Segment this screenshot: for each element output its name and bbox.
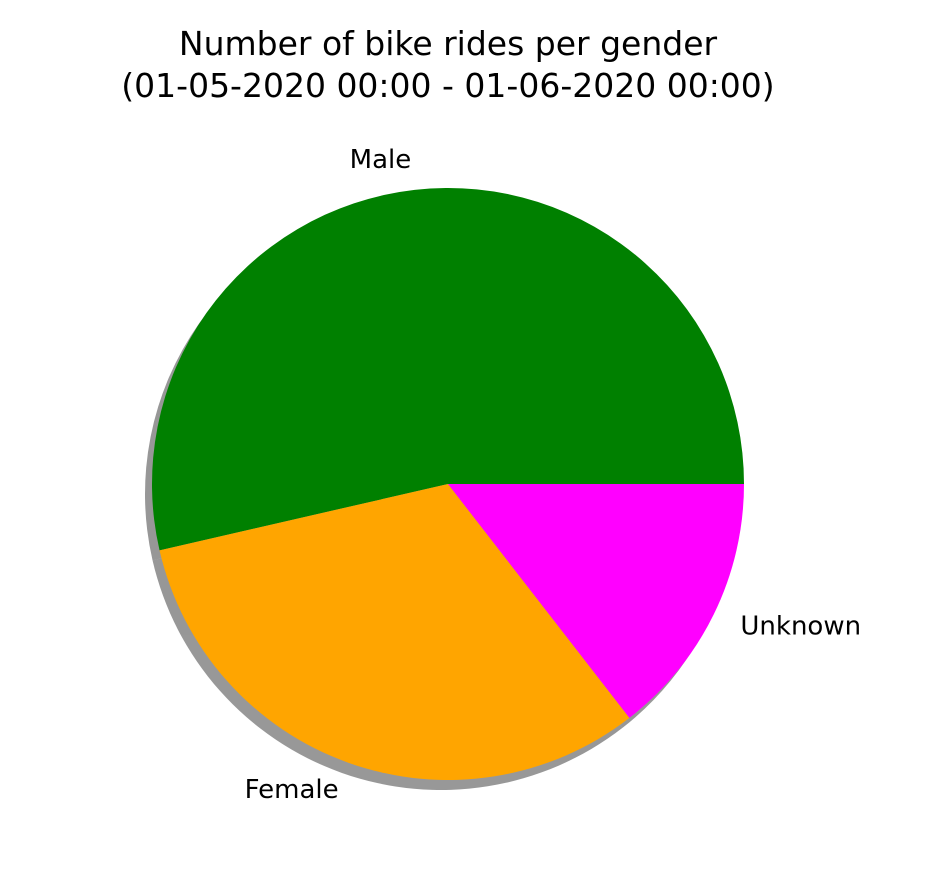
pie-slice-male <box>152 188 744 551</box>
pie-label-unknown: Unknown <box>740 612 861 642</box>
pie-slice-unknown <box>448 484 744 718</box>
pie-slice-female <box>159 484 630 780</box>
pie-slices <box>152 188 744 780</box>
chart-title-line-1: Number of bike rides per gender <box>178 24 718 63</box>
pie-labels: Male Female Unknown <box>245 145 861 805</box>
pie-label-male: Male <box>350 145 412 175</box>
pie-label-female: Female <box>245 775 339 805</box>
chart-title-line-2: (01-05-2020 00:00 - 01-06-2020 00:00) <box>121 66 775 105</box>
